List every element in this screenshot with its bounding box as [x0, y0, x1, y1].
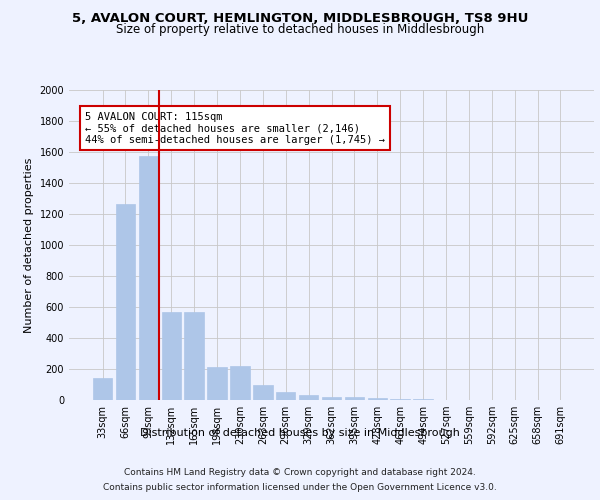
Text: Distribution of detached houses by size in Middlesbrough: Distribution of detached houses by size …: [140, 428, 460, 438]
Text: 5 AVALON COURT: 115sqm
← 55% of detached houses are smaller (2,146)
44% of semi-: 5 AVALON COURT: 115sqm ← 55% of detached…: [85, 112, 385, 145]
Bar: [184, 312, 204, 400]
Bar: [93, 378, 112, 400]
Y-axis label: Number of detached properties: Number of detached properties: [24, 158, 34, 332]
Bar: [116, 204, 135, 400]
Bar: [139, 156, 158, 400]
Bar: [276, 392, 295, 400]
Bar: [413, 399, 433, 400]
Text: 5, AVALON COURT, HEMLINGTON, MIDDLESBROUGH, TS8 9HU: 5, AVALON COURT, HEMLINGTON, MIDDLESBROU…: [72, 12, 528, 26]
Bar: [208, 366, 227, 400]
Text: Contains public sector information licensed under the Open Government Licence v3: Contains public sector information licen…: [103, 483, 497, 492]
Bar: [344, 397, 364, 400]
Bar: [322, 397, 341, 400]
Bar: [391, 399, 410, 400]
Bar: [230, 366, 250, 400]
Bar: [368, 398, 387, 400]
Bar: [161, 312, 181, 400]
Text: Size of property relative to detached houses in Middlesbrough: Size of property relative to detached ho…: [116, 22, 484, 36]
Bar: [253, 386, 272, 400]
Bar: [299, 394, 319, 400]
Text: Contains HM Land Registry data © Crown copyright and database right 2024.: Contains HM Land Registry data © Crown c…: [124, 468, 476, 477]
